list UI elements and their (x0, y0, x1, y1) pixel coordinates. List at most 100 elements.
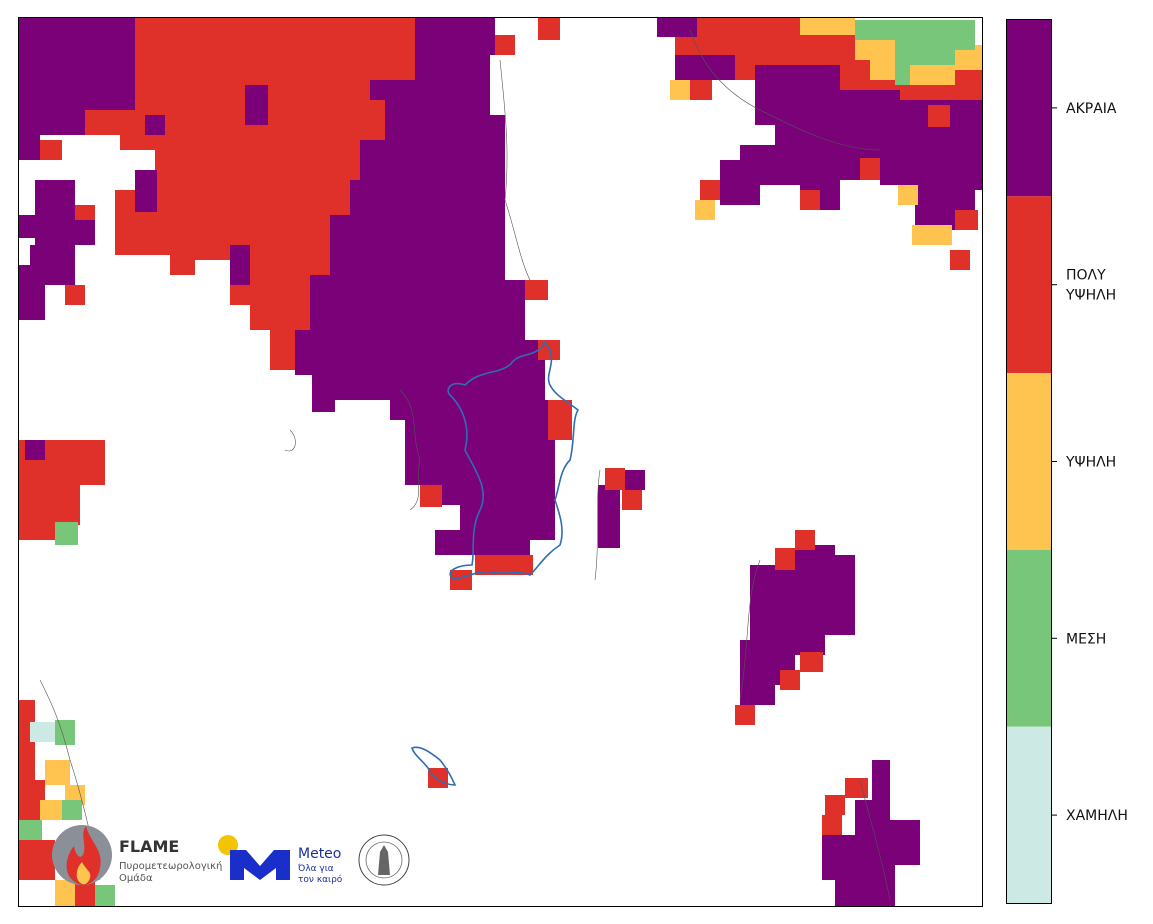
risk-area (825, 795, 845, 815)
risk-area (620, 470, 645, 490)
risk-area (845, 778, 868, 798)
risk-area (855, 20, 975, 85)
risk-area (740, 545, 855, 705)
flame-subtitle: Πυρομετεωρολογική (119, 860, 222, 872)
risk-area (40, 800, 65, 820)
risk-area (955, 45, 982, 70)
risk-area (18, 215, 35, 238)
risk-area (855, 40, 895, 80)
risk-area (928, 105, 950, 127)
flame-title: FLAME (119, 837, 179, 856)
colorbar-segment (1006, 196, 1052, 374)
flame-logo: FLAME Πυρομετεωρολογική Ομάδα (52, 825, 222, 885)
risk-area (75, 880, 95, 906)
risk-area (145, 115, 165, 135)
risk-area (735, 705, 755, 725)
risk-area (245, 85, 268, 125)
risk-area (45, 760, 70, 785)
risk-area (675, 55, 735, 80)
risk-area (65, 285, 85, 305)
flame-core (76, 862, 91, 885)
risk-area (720, 160, 760, 205)
risk-area (795, 530, 815, 550)
risk-area (775, 548, 795, 570)
flame-icon (66, 826, 101, 885)
coastline (39, 29, 891, 901)
meteo-logo: Meteo Όλα για τον καιρό (218, 835, 343, 885)
risk-area (428, 768, 448, 788)
seal-inner (365, 841, 403, 879)
risk-area (55, 522, 78, 545)
colorbar-segment (1006, 19, 1052, 197)
flame-subtitle: Ομάδα (119, 872, 153, 884)
risk-area (822, 815, 842, 835)
risk-area (910, 65, 955, 85)
risk-area (62, 800, 82, 820)
risk-cells (18, 17, 982, 906)
coastlines (39, 29, 891, 901)
risk-area (800, 652, 823, 672)
risk-area (822, 760, 920, 906)
legend-label: ΑΚΡΑΙΑ (1066, 101, 1117, 117)
risk-area (605, 468, 625, 490)
risk-area (695, 200, 715, 220)
region-border (447, 340, 580, 580)
risk-area (622, 490, 642, 510)
risk-area (525, 280, 548, 300)
risk-area (18, 180, 95, 320)
risk-area (538, 17, 560, 40)
risk-area (40, 140, 62, 160)
legend-label: ΠΟΛΥ (1066, 268, 1106, 284)
risk-area (420, 485, 442, 507)
risk-area (538, 340, 560, 360)
risk-area (295, 17, 555, 555)
colorbar-frame (1006, 19, 1052, 904)
risk-area (800, 190, 820, 210)
risk-area (18, 840, 55, 880)
university-seal (358, 834, 410, 886)
risk-area (230, 245, 250, 285)
risk-area (657, 17, 697, 37)
risk-area (85, 17, 415, 370)
risk-area (475, 555, 533, 575)
island-border (411, 746, 457, 786)
risk-area (18, 820, 42, 840)
meteo-tagline: τον καιρό (298, 874, 343, 885)
legend-label: ΥΨΗΛΗ (1065, 455, 1116, 471)
risk-area (955, 210, 978, 230)
risk-area (30, 722, 55, 742)
colorbar-segment (1006, 726, 1052, 904)
risk-area (18, 440, 105, 540)
risk-area (55, 880, 75, 906)
risk-area (690, 80, 712, 100)
legend-label: ΜΕΣΗ (1066, 631, 1106, 647)
risk-area (740, 65, 982, 230)
colorbar: ΑΚΡΑΙΑ ΠΟΛΥ ΥΨΗΛΗ ΥΨΗΛΗ ΜΕΣΗ ΧΑΜΗΛΗ (1006, 19, 1128, 904)
legend-label: ΥΨΗΛΗ (1065, 288, 1116, 304)
risk-area (450, 570, 472, 590)
risk-area (780, 670, 800, 690)
risk-area (670, 80, 690, 100)
risk-area (950, 250, 970, 270)
meteo-title: Meteo (298, 846, 341, 862)
risk-area (135, 170, 157, 212)
risk-area (495, 35, 515, 55)
seal-figure (378, 845, 390, 875)
meteo-mark (230, 850, 290, 880)
risk-area (898, 185, 918, 205)
colorbar-segment (1006, 373, 1052, 550)
colorbar-segment (1006, 549, 1052, 727)
risk-area (598, 485, 620, 548)
risk-area (800, 17, 855, 35)
map-frame (18, 17, 983, 907)
risk-area (860, 158, 880, 180)
risk-area (675, 17, 982, 110)
risk-area (700, 180, 720, 200)
risk-area (170, 255, 190, 275)
risk-area (912, 225, 952, 245)
risk-area (18, 700, 45, 820)
risk-area (548, 400, 572, 440)
legend-label: ΧΑΜΗΛΗ (1066, 808, 1128, 824)
risk-area (18, 17, 135, 160)
